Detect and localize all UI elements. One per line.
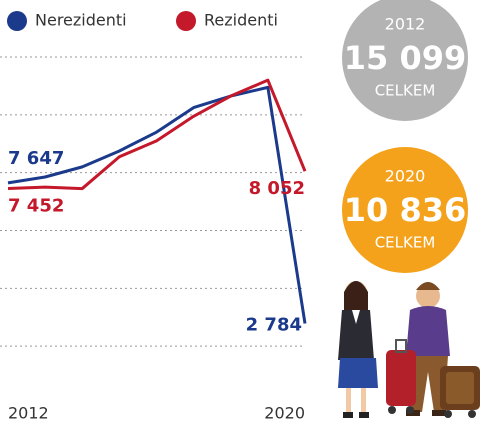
series-line [7,78,307,191]
series-line [7,85,307,324]
legend-marker [176,11,196,31]
data-label: 2 784 [246,314,302,335]
data-label: 7 647 [8,148,64,169]
summary-label: CELKEM [375,234,436,252]
legend-marker [7,11,27,31]
summary-year: 2012 [385,15,426,34]
data-label: 8 052 [249,178,305,199]
travellers-illustration [338,281,480,418]
summary-year: 2020 [385,167,426,186]
data-label: 7 452 [8,196,64,217]
summary-total: 10 836 [344,191,466,229]
legend-label: Rezidenti [204,11,278,30]
summary-total: 15 099 [344,39,466,77]
x-tick-label: 2012 [8,404,49,423]
legend-label: Nerezidenti [35,11,127,30]
summary-label: CELKEM [375,82,436,100]
summary-circle [342,147,468,273]
summary-circle [342,0,468,121]
x-tick-label: 2020 [264,404,305,423]
